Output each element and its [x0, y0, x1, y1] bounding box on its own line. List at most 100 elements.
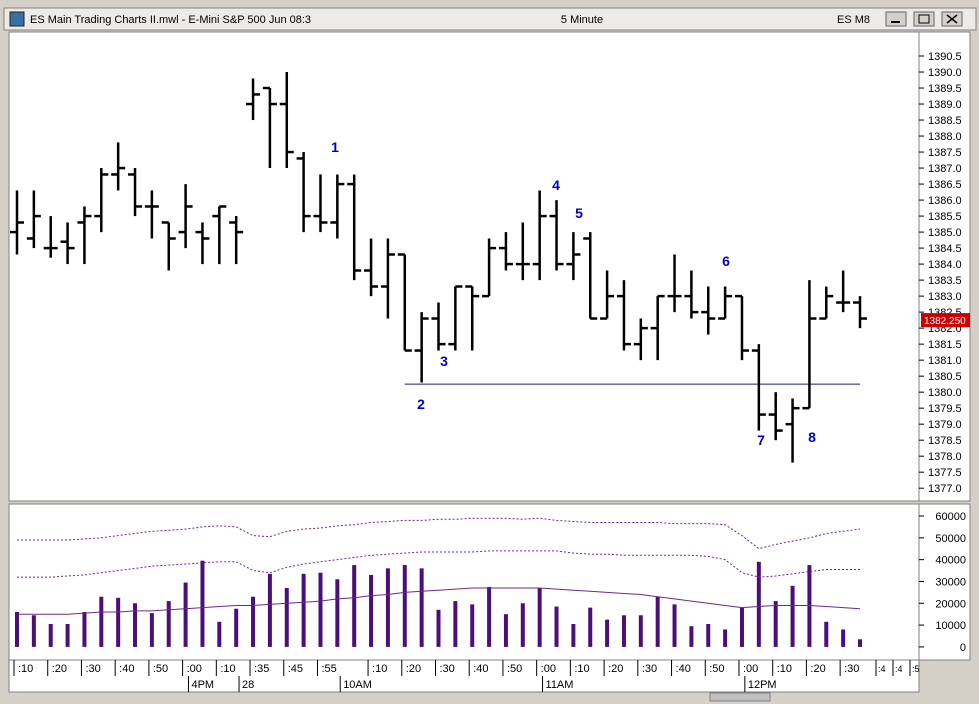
volume-bar	[453, 601, 458, 647]
x-tick-label: :20	[52, 663, 67, 675]
x-tick-label: :00	[187, 663, 202, 675]
x-tick-label: :40	[473, 663, 488, 675]
volume-bar	[841, 629, 846, 647]
volume-bar	[217, 621, 222, 647]
volume-bar	[166, 601, 171, 647]
volume-bar	[318, 572, 323, 647]
close-icon	[946, 14, 958, 24]
volume-bar	[824, 621, 829, 647]
volume-bar	[638, 615, 643, 647]
y-tick-label: 1386.5	[928, 179, 962, 191]
y-tick-label: 1388.5	[928, 115, 962, 127]
volume-bar	[419, 568, 424, 647]
x-tick-label: :45	[288, 663, 303, 675]
volume-bar	[149, 613, 154, 647]
volume-bar	[116, 597, 121, 647]
volume-axis	[918, 503, 971, 661]
x-tick-label: :40	[676, 663, 691, 675]
scroll-thumb[interactable]	[709, 692, 771, 702]
volume-bar	[48, 624, 53, 647]
volume-bar	[706, 624, 711, 647]
y-tick-label: 1390.0	[928, 67, 962, 79]
symbol: ES M8	[837, 14, 870, 26]
volume-bar	[402, 565, 407, 647]
y-tick-label: 1380.5	[928, 371, 962, 383]
last-price-label: 1382.250	[924, 316, 966, 327]
y-tick-label: 0	[960, 642, 966, 654]
y-tick-label: 1381.5	[928, 339, 962, 351]
session-label: 4PM	[191, 679, 214, 691]
annotation: 3	[440, 353, 448, 369]
last-price-box	[921, 313, 970, 328]
volume-bar	[369, 574, 374, 647]
y-tick-label: 1381.0	[928, 355, 962, 367]
annotation: 5	[575, 205, 583, 221]
volume-bar	[82, 612, 87, 647]
future-tick-label: :4	[878, 664, 886, 674]
y-tick-label: 60000	[935, 511, 966, 523]
maximize-button[interactable]	[913, 11, 935, 27]
volume-bar	[773, 601, 778, 647]
y-tick-label: 1390.5	[928, 51, 962, 63]
volume-bar	[858, 639, 862, 647]
annotation: 7	[757, 432, 765, 448]
app-icon	[9, 11, 25, 27]
y-tick-label: 1378.0	[928, 451, 962, 463]
y-tick-label: 50000	[935, 533, 966, 545]
x-tick-label: :00	[541, 663, 556, 675]
y-tick-label: 1389.0	[928, 99, 962, 111]
y-tick-label: 1377.5	[928, 467, 962, 479]
y-tick-label: 1383.5	[928, 275, 962, 287]
volume-bar	[689, 626, 694, 647]
volume-bar	[200, 560, 205, 647]
volume-band	[17, 587, 861, 615]
volume-bar	[588, 607, 593, 647]
y-tick-label: 1384.0	[928, 259, 962, 271]
volume-bar	[183, 582, 188, 647]
x-tick-label: :30	[440, 663, 455, 675]
volume-bar	[655, 596, 660, 647]
volume-bar	[672, 604, 677, 647]
future-tick-label: :4	[895, 664, 903, 674]
y-tick-label: 20000	[935, 598, 966, 610]
volume-bar	[520, 603, 525, 647]
x-tick-label: :30	[642, 663, 657, 675]
minimize-button[interactable]	[885, 11, 907, 27]
x-tick-label: :50	[709, 663, 724, 675]
x-tick-label: :50	[153, 663, 168, 675]
x-tick-label: :20	[406, 663, 421, 675]
y-tick-label: 1388.0	[928, 131, 962, 143]
volume-bar	[301, 573, 306, 647]
y-tick-label: 1387.5	[928, 147, 962, 159]
y-tick-label: 1389.5	[928, 83, 962, 95]
annotation: 1	[331, 139, 339, 155]
volume-bar	[605, 619, 610, 647]
x-tick-label: :20	[810, 663, 825, 675]
y-tick-label: 1385.0	[928, 227, 962, 239]
y-tick-label: 1387.0	[928, 163, 962, 175]
volume-band	[17, 550, 860, 578]
session-label: 28	[242, 679, 254, 691]
y-tick-label: 30000	[935, 576, 966, 588]
session-label: 11AM	[546, 679, 574, 691]
annotation: 2	[417, 396, 425, 412]
y-tick-label: 1385.5	[928, 211, 962, 223]
volume-bar	[234, 608, 239, 647]
x-tick-label: :00	[743, 663, 758, 675]
volume-bar	[571, 624, 576, 647]
volume-bar	[133, 603, 138, 647]
x-tick-label: :20	[608, 663, 623, 675]
future-tick-label: :5	[912, 664, 920, 674]
maximize-icon	[918, 14, 930, 24]
volume-bar	[537, 588, 542, 647]
volume-bar	[436, 609, 441, 647]
volume-bar	[487, 586, 492, 647]
volume-bar	[99, 596, 104, 647]
volume-pane	[8, 503, 920, 661]
y-tick-label: 1383.0	[928, 291, 962, 303]
volume-bar	[15, 612, 19, 647]
y-tick-label: 10000	[935, 620, 966, 632]
volume-bar	[503, 614, 508, 647]
session-label: 10AM	[343, 679, 372, 691]
